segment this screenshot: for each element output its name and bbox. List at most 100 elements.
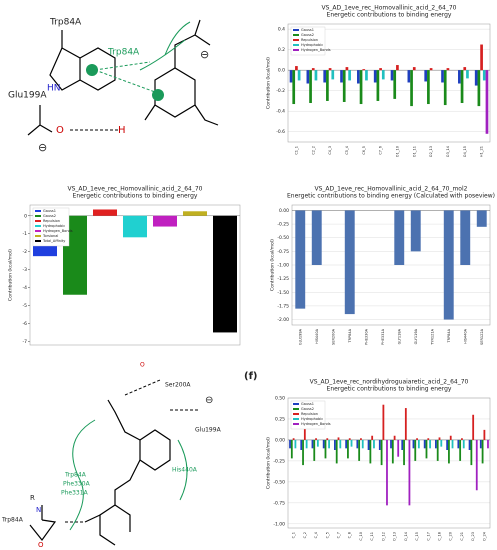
x-tick-label: TRP84A [447, 328, 451, 343]
bar [213, 215, 237, 333]
bar [443, 70, 447, 106]
legend-swatch [35, 220, 41, 222]
legend-swatch [293, 418, 299, 420]
bar [331, 70, 335, 80]
bar [326, 70, 329, 101]
bar [390, 439, 392, 449]
y-tick-label: -1.50 [277, 290, 289, 296]
y-tick-label: -1.00 [273, 521, 285, 527]
y-tick-label: -2 [23, 249, 28, 255]
bar [410, 70, 413, 107]
legend-swatch [293, 34, 299, 36]
bar [470, 439, 473, 466]
ring-centroid [152, 89, 164, 101]
y-tick-label: -0.25 [273, 458, 285, 464]
y-tick-label: -1.25 [277, 276, 289, 282]
x-tick-label: O_12 [381, 532, 385, 541]
x-tick-label: O_13 [393, 532, 397, 541]
bar [356, 439, 359, 449]
bar [476, 210, 487, 227]
bar [290, 439, 293, 459]
bar [348, 70, 351, 81]
bar [460, 210, 471, 265]
bar [373, 70, 377, 83]
legend-label: Gauss1 [301, 402, 314, 406]
y-tick-label: -0.75 [273, 500, 285, 506]
bar [376, 70, 380, 101]
bar [369, 439, 372, 464]
residue-label: Glu199A [8, 91, 47, 101]
bar [474, 70, 478, 86]
y-axis-label: Contribution (kcal/mol) [266, 57, 272, 109]
y-tick-label: -0.6 [276, 129, 285, 135]
y-tick-label: 0.0 [278, 68, 285, 74]
bar [457, 439, 460, 449]
atom-label: H [118, 125, 126, 136]
chart-title: VS_AD_1eve_rec_Homovallinic_acid_2_64_70… [315, 186, 468, 193]
legend-swatch [35, 215, 41, 217]
legend-label: Hydrophobic [301, 417, 323, 421]
y-tick-label: 0.00 [275, 437, 285, 443]
atom-label: O [140, 362, 145, 369]
bar [358, 439, 361, 461]
bar [393, 70, 397, 99]
plot-frame [29, 204, 241, 346]
x-tick-label: HIS440A [463, 328, 467, 344]
bar [93, 209, 117, 216]
residue-label: Trp84A [1, 517, 24, 524]
y-tick-label: 0.00 [279, 208, 289, 214]
y-tick-label: -4 [23, 285, 28, 291]
bar [404, 408, 407, 440]
bar [347, 439, 349, 459]
molecule-diagram-1: Trp84A Trp84A Glu199A HN O H ⊖ ⊖ [8, 18, 219, 154]
bar [313, 439, 316, 461]
molecule-diagram-2: O Ser200A Glu199A ⊖ Trp84A Phe330A Phe33… [1, 362, 222, 550]
legend-swatch [293, 39, 299, 41]
bar [435, 439, 437, 449]
legend-swatch [35, 225, 41, 227]
bar [451, 439, 454, 449]
bar [344, 210, 355, 315]
x-tick-label: C_8 [348, 532, 352, 538]
bar [326, 438, 329, 440]
bar [483, 429, 486, 440]
y-tick-label: 0 [24, 213, 27, 219]
bar [393, 435, 396, 440]
y-tick-label: 0.50 [275, 396, 285, 402]
x-tick-label: C_4 [314, 531, 318, 538]
bar [414, 439, 417, 461]
bar [339, 439, 342, 449]
bar [300, 439, 303, 450]
x-tick-label: C_21 [460, 532, 464, 541]
bar [485, 70, 489, 134]
bar [357, 70, 360, 84]
y-tick-label: -6 [23, 321, 28, 327]
legend-label: Hydrogen_Bonds [301, 48, 331, 52]
y-tick-label: -0.2 [276, 88, 285, 94]
y-tick-label: -7 [23, 339, 28, 345]
bar [482, 70, 486, 81]
residue-label: Trp84A [107, 48, 140, 58]
bar [153, 215, 177, 227]
x-tick-label: O1_10 [395, 146, 399, 157]
bar [446, 68, 450, 71]
y-tick-label: -5 [23, 303, 28, 309]
bar [380, 439, 383, 466]
x-tick-label: O2_13 [429, 146, 433, 157]
bar [401, 439, 404, 450]
y-tick-label: -0.25 [277, 222, 289, 228]
x-tick-label: GLY118A [397, 328, 401, 344]
bar [292, 70, 296, 105]
bar [350, 439, 353, 447]
legend-swatch [293, 403, 299, 405]
x-tick-label: TRP84A [348, 328, 352, 343]
y-tick-label: -1.75 [277, 303, 289, 309]
bar [480, 44, 483, 71]
bar [315, 438, 317, 440]
bar [417, 439, 420, 449]
bar [309, 70, 312, 104]
chart-title: VS_AD_1eve_rec_nordihydroguaiaretic_acid… [310, 379, 469, 386]
charge-label: ⊖ [200, 48, 209, 61]
bar [463, 67, 467, 71]
